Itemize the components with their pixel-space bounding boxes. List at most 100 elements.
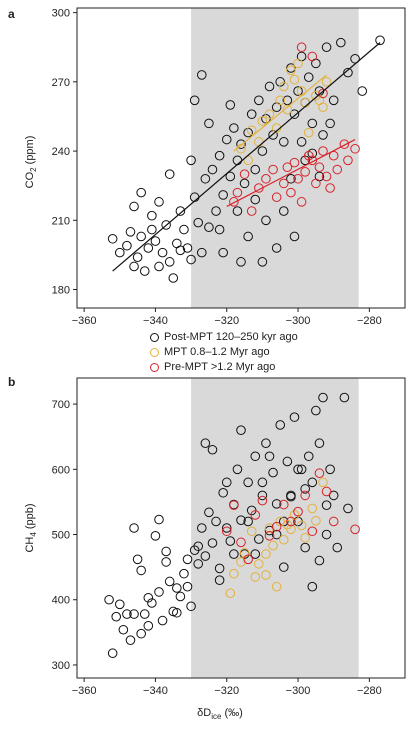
panel-b-point-post-mpt <box>204 507 214 518</box>
panel-a-point-pre-mpt <box>289 157 300 168</box>
panel-a-point-post-mpt <box>154 197 164 207</box>
panel-a-point-post-mpt <box>307 118 318 129</box>
panel-a-point-post-mpt <box>147 224 157 235</box>
panel-a-point-pre-mpt <box>321 171 332 182</box>
panel-b-y-tick-label: 300 <box>52 660 70 672</box>
panel-b-point-post-mpt <box>229 549 239 559</box>
panel-b-point-post-mpt <box>286 490 296 501</box>
panel-b-point-post-mpt <box>139 609 150 619</box>
panel-a-point-post-mpt <box>282 95 293 106</box>
panel-a-point-post-mpt <box>164 257 175 267</box>
panel-b-point-post-mpt <box>321 529 332 540</box>
panel-b-point-mpt <box>311 516 321 526</box>
panel-b-point-post-mpt <box>275 420 286 430</box>
panel-b-point-post-mpt <box>196 523 207 533</box>
panel-b-point-post-mpt <box>221 523 232 533</box>
panel-a-point-post-mpt <box>154 261 164 272</box>
panel-b-point-mpt <box>229 568 239 579</box>
panel-b-point-pre-mpt <box>278 499 289 510</box>
panel-b-point-post-mpt <box>172 607 182 618</box>
panel-a-point-pre-mpt <box>293 173 303 184</box>
panel-b-point-post-mpt <box>182 581 193 592</box>
panel-a-point-post-mpt <box>318 130 328 140</box>
panel-b-point-mpt <box>236 557 246 567</box>
panel-b-point-pre-mpt <box>307 526 318 537</box>
panel-a-fit-line-post-mpt <box>112 42 381 272</box>
panel-a-point-post-mpt <box>236 257 246 267</box>
panel-a-point-post-mpt <box>350 53 360 64</box>
panel-a-point-post-mpt <box>250 164 261 175</box>
panel-b-point-post-mpt <box>125 635 136 645</box>
panel-a-point-post-mpt <box>289 109 300 119</box>
panel-b-shaded-region <box>191 378 359 678</box>
panel-b-x-tick-label: −300 <box>286 685 311 697</box>
panel-a-point-post-mpt <box>136 187 146 198</box>
panel-b-y-tick-label: 500 <box>52 530 70 542</box>
panel-a-point-post-mpt <box>136 231 146 242</box>
panel-a-x-tick-label: −300 <box>286 315 311 327</box>
panel-a-y-axis-label: CO2 (ppm) <box>24 136 38 189</box>
panel-a-x-tick-label: −360 <box>72 315 97 327</box>
panel-b-point-mpt <box>300 532 310 543</box>
panel-b-point-post-mpt <box>122 609 132 619</box>
panel-a-point-post-mpt <box>336 37 346 48</box>
panel-a-point-pre-mpt <box>232 187 243 198</box>
panel-a-x-tick-label: −320 <box>214 315 239 327</box>
panel-a-point-post-mpt <box>196 247 207 258</box>
panel-b-point-post-mpt <box>300 484 310 494</box>
panel-a-point-post-mpt <box>225 171 236 182</box>
panel-b-point-post-mpt <box>278 562 289 572</box>
panel-b-point-post-mpt <box>143 592 154 603</box>
panel-a-point-post-mpt <box>321 42 332 53</box>
panel-a-point-post-mpt <box>114 247 125 258</box>
panel-b-point-mpt <box>264 523 275 533</box>
panel-a-point-post-mpt <box>303 72 314 83</box>
panel-a-fit-line-mpt <box>233 74 327 152</box>
panel-a-point-post-mpt <box>261 215 271 226</box>
legend-label-mpt: MPT 0.8–1.2 Myr ago <box>164 346 270 358</box>
panel-a-point-post-mpt <box>186 254 196 265</box>
panel-b-point-post-mpt <box>200 438 211 449</box>
panel-a-label: a <box>8 7 15 21</box>
panel-b-point-post-mpt <box>225 536 236 546</box>
panel-a-point-pre-mpt <box>332 164 343 175</box>
panel-a-point-post-mpt <box>211 206 221 216</box>
panel-b-point-post-mpt <box>296 464 307 475</box>
panel-b-x-tick-label: −320 <box>214 685 239 697</box>
panel-a-point-pre-mpt <box>271 192 282 203</box>
panel-a-point-post-mpt <box>278 206 289 216</box>
panel-a-point-post-mpt <box>236 139 246 149</box>
panel-a-x-tick-label: −280 <box>357 315 382 327</box>
panel-b-point-mpt <box>246 526 257 537</box>
panel-a-point-post-mpt <box>175 245 186 256</box>
panel-a-point-post-mpt <box>107 233 118 244</box>
panel-a-plot-frame <box>76 7 406 309</box>
panel-a-point-post-mpt <box>229 123 239 133</box>
panel-b-point-mpt <box>254 559 264 569</box>
panel-b-y-tick-label: 700 <box>52 399 70 411</box>
panel-a-point-post-mpt <box>196 70 207 80</box>
panel-b-point-post-mpt <box>179 568 189 579</box>
panel-b-point-post-mpt <box>207 538 218 548</box>
panel-b-point-post-mpt <box>236 425 246 435</box>
panel-b-point-mpt <box>307 503 318 514</box>
panel-a-point-pre-mpt <box>246 206 257 216</box>
panel-a-point-post-mpt <box>296 137 307 147</box>
panel-a-point-post-mpt <box>122 240 132 251</box>
panel-a-x-tick-label: −340 <box>143 315 168 327</box>
panel-a-point-post-mpt <box>125 227 136 237</box>
panel-b-point-post-mpt <box>221 477 232 488</box>
panel-b-point-post-mpt <box>300 542 310 553</box>
panel-a-point-post-mpt <box>182 243 193 253</box>
panel-b-point-post-mpt <box>271 529 282 540</box>
panel-a-point-post-mpt <box>225 100 236 110</box>
panel-b-point-mpt <box>296 520 307 531</box>
panel-b-point-post-mpt <box>214 563 225 574</box>
panel-b-point-post-mpt <box>193 559 204 569</box>
panel-a-point-pre-mpt <box>296 42 307 53</box>
panel-a-point-mpt <box>321 77 332 87</box>
panel-a-point-pre-mpt <box>286 187 296 198</box>
panel-a-y-tick-label: 300 <box>52 8 70 20</box>
panel-b-point-pre-mpt <box>321 486 332 497</box>
